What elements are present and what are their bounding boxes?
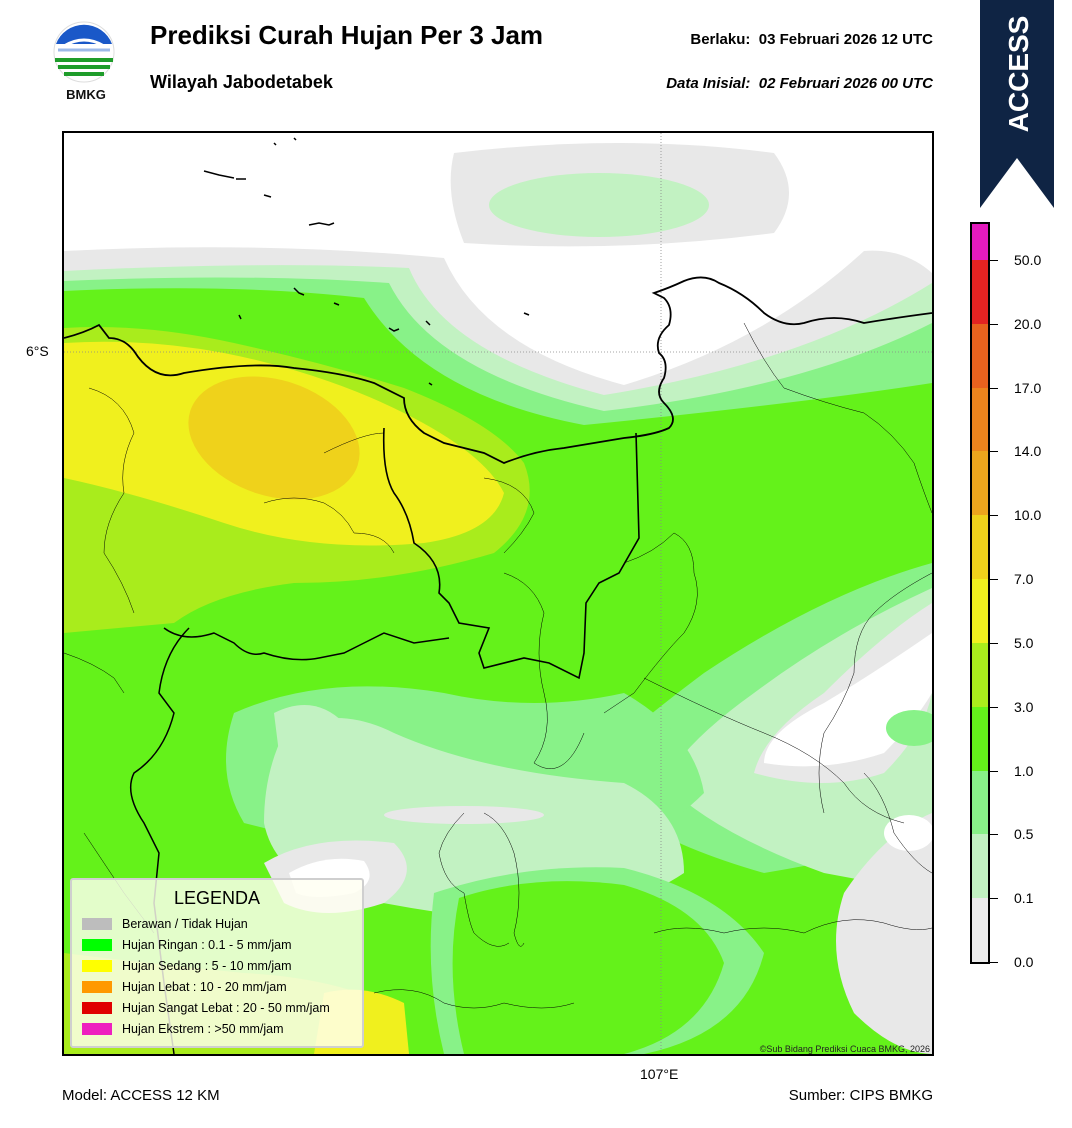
colorbar-tick-label: 20.0 <box>1014 315 1042 332</box>
colorbar <box>970 222 990 964</box>
valid-value: 03 Februari 2026 12 UTC <box>758 31 933 48</box>
legend-label: Hujan Sangat Lebat : 20 - 50 mm/jam <box>122 1000 330 1015</box>
legend-swatch <box>82 959 112 972</box>
colorbar-tick-label: 3.0 <box>1014 698 1034 715</box>
logo-text: BMKG <box>66 87 106 102</box>
legend-label: Hujan Sedang : 5 - 10 mm/jam <box>122 958 292 973</box>
colorbar-segment <box>972 579 988 643</box>
latitude-label: 6°S <box>26 343 49 359</box>
colorbar-tick <box>990 515 998 517</box>
legend-item: Hujan Ekstrem : >50 mm/jam <box>82 1018 352 1039</box>
page-title: Prediksi Curah Hujan Per 3 Jam <box>150 20 544 50</box>
thousand-islands <box>203 137 530 386</box>
colorbar-tick-label: 0.0 <box>1014 954 1034 970</box>
colorbar-tick-label: 50.0 <box>1014 252 1042 268</box>
legend-item: Hujan Ringan : 0.1 - 5 mm/jam <box>82 934 352 955</box>
colorbar-segment <box>972 706 988 771</box>
access-ribbon: ACCESS <box>980 0 1054 208</box>
colorbar-tick-label: 0.5 <box>1014 826 1034 843</box>
rainfall-map <box>62 131 934 1056</box>
colorbar-tick <box>990 706 998 708</box>
colorbar-tick <box>990 898 998 900</box>
colorbar-segment <box>972 260 988 324</box>
legend-swatch <box>82 980 112 993</box>
legend: LEGENDA Berawan / Tidak Hujan Hujan Ringa… <box>70 878 364 1048</box>
colorbar-tick-label: 10.0 <box>1014 507 1042 524</box>
colorbar-tick <box>990 962 998 963</box>
model-info: Model: ACCESS 12 KM <box>62 1087 220 1104</box>
page-subtitle: Wilayah Jabodetabek <box>150 72 333 92</box>
colorbar-tick <box>990 260 998 261</box>
colorbar-tick-label: 14.0 <box>1014 443 1042 460</box>
initial-label: Data Inisial: <box>666 75 751 92</box>
colorbar-segment <box>972 834 988 899</box>
initial-time: Data Inisial: 02 Februari 2026 00 UTC <box>666 75 933 92</box>
colorbar-tick-label: 7.0 <box>1014 571 1034 588</box>
colorbar-segment <box>972 323 988 388</box>
legend-label: Hujan Lebat : 10 - 20 mm/jam <box>122 979 287 994</box>
ribbon-text: ACCESS <box>1003 16 1034 133</box>
bmkg-logo: BMKG <box>50 20 122 102</box>
source-info: Sumber: CIPS BMKG <box>788 1087 933 1104</box>
colorbar-tick <box>990 642 998 644</box>
colorbar-tick <box>990 834 998 836</box>
map-copyright: ©Sub Bidang Prediksi Cuaca BMKG, 2026 <box>759 1044 930 1054</box>
legend-items: Berawan / Tidak Hujan Hujan Ringan : 0.1 … <box>82 913 352 1039</box>
colorbar-tick-label: 5.0 <box>1014 634 1034 651</box>
colorbar-segment <box>972 898 988 962</box>
legend-label: Berawan / Tidak Hujan <box>122 916 248 931</box>
legend-swatch <box>82 1001 112 1014</box>
coastline <box>64 276 932 1054</box>
initial-value: 02 Februari 2026 00 UTC <box>758 75 933 92</box>
legend-label: Hujan Ringan : 0.1 - 5 mm/jam <box>122 937 292 952</box>
legend-title: LEGENDA <box>173 888 261 908</box>
rainfall-field <box>64 133 932 1054</box>
legend-item: Hujan Lebat : 10 - 20 mm/jam <box>82 976 352 997</box>
valid-label: Berlaku: <box>690 31 751 48</box>
colorbar-tick <box>990 579 998 581</box>
legend-item: Berawan / Tidak Hujan <box>82 913 352 934</box>
legend-label: Hujan Ekstrem : >50 mm/jam <box>122 1021 284 1036</box>
legend-swatch <box>82 938 112 951</box>
colorbar-tick-label: 0.1 <box>1014 890 1034 907</box>
longitude-label: 107°E <box>640 1066 679 1082</box>
colorbar-tick-label: 17.0 <box>1014 379 1042 396</box>
colorbar-segment <box>972 515 988 580</box>
colorbar-tick <box>990 323 998 325</box>
colorbar-tick <box>990 451 998 453</box>
colorbar-tick-label: 1.0 <box>1014 762 1034 779</box>
colorbar-segment <box>972 451 988 516</box>
legend-swatch <box>82 1022 112 1035</box>
legend-item: Hujan Sedang : 5 - 10 mm/jam <box>82 955 352 976</box>
legend-item: Hujan Sangat Lebat : 20 - 50 mm/jam <box>82 997 352 1018</box>
colorbar-segment <box>972 224 988 260</box>
valid-time: Berlaku: 03 Februari 2026 12 UTC <box>690 31 933 48</box>
colorbar-segment <box>972 387 988 452</box>
colorbar-tick <box>990 387 998 389</box>
legend-swatch <box>82 917 112 930</box>
colorbar-segment <box>972 642 988 707</box>
graticule <box>64 133 932 1054</box>
colorbar-segment <box>972 770 988 835</box>
colorbar-tick <box>990 770 998 772</box>
